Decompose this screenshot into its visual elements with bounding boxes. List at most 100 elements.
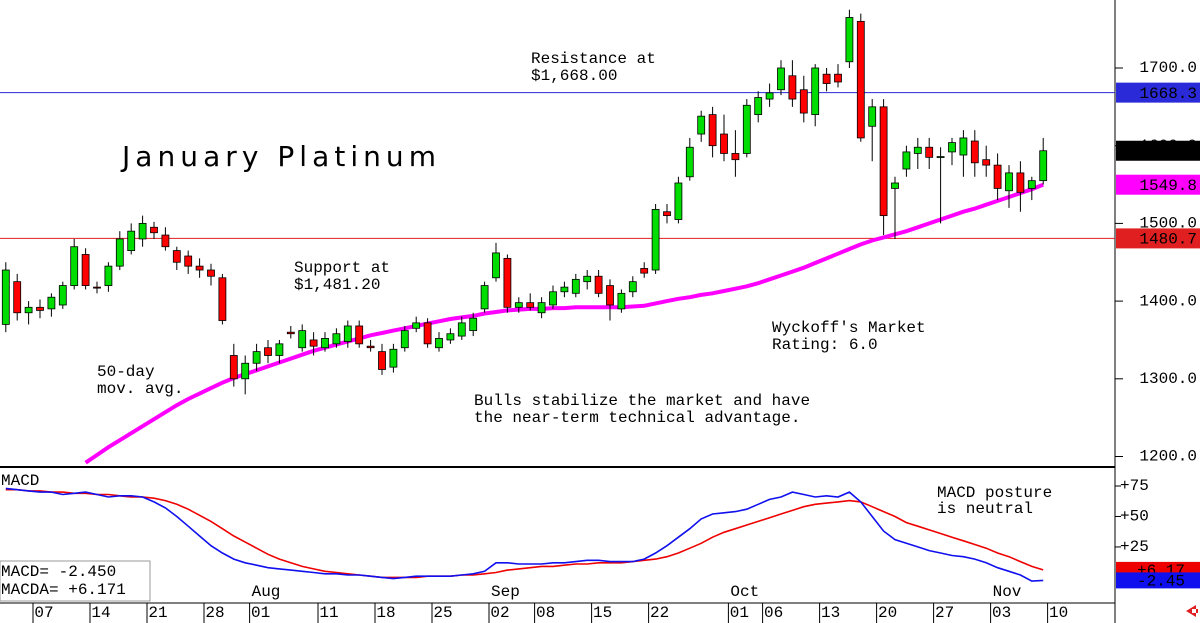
candle-body — [1016, 172, 1025, 193]
level-note: Support at — [294, 259, 390, 277]
candle-body — [184, 255, 193, 267]
value-box — [1116, 572, 1200, 589]
candle-body — [754, 97, 763, 116]
candle-body — [503, 257, 512, 308]
annotation: MACD posture — [937, 484, 1052, 502]
candle-body — [765, 92, 774, 100]
candle-body — [925, 146, 934, 158]
x-tick-label: 08 — [536, 604, 555, 622]
value-box-label: 1668.3 — [1139, 85, 1197, 103]
x-tick-label: 06 — [764, 604, 783, 622]
x-tick-label: 14 — [91, 604, 110, 622]
candle-body — [469, 317, 478, 332]
candle-body — [617, 292, 626, 310]
candle-body — [697, 115, 706, 135]
candle-body — [378, 351, 386, 370]
candle-body — [788, 75, 797, 100]
candle-body — [560, 286, 569, 293]
x-tick-label: 13 — [821, 604, 840, 622]
y-tick-label: 1300.0 — [1139, 370, 1197, 388]
candle-body — [970, 140, 979, 164]
x-tick-label: 01 — [730, 604, 749, 622]
candle-body — [218, 277, 227, 321]
candle-body — [834, 73, 842, 83]
candle-body — [902, 151, 911, 170]
candle-body — [948, 142, 956, 153]
candle-body — [161, 234, 170, 248]
candle-body — [172, 250, 181, 263]
candle-body — [343, 325, 352, 342]
value-box-label: 1480.7 — [1139, 231, 1197, 249]
candle-body — [355, 325, 364, 345]
candle-body — [1027, 180, 1036, 189]
x-tick-label: 11 — [319, 604, 338, 622]
candle-body — [366, 345, 375, 349]
annotation: Rating: 6.0 — [772, 336, 878, 354]
annotation: is neutral — [937, 500, 1033, 518]
moving-average-label: mov. avg. — [97, 380, 183, 398]
x-tick-label: 03 — [992, 604, 1011, 622]
macd-line — [5, 487, 1044, 582]
scroll-arrow[interactable] — [1186, 605, 1198, 617]
candle-body — [229, 355, 238, 380]
candle-body — [879, 106, 888, 217]
candle-body — [628, 281, 637, 293]
candle-body — [58, 285, 67, 306]
level-note: $1,481.20 — [294, 276, 380, 294]
x-tick-label: 01 — [251, 604, 270, 622]
candle-body — [685, 146, 694, 178]
y-tick-label: 1200.0 — [1139, 448, 1197, 466]
x-tick-label: 18 — [376, 604, 395, 622]
candle-body — [47, 296, 56, 310]
candle-body — [138, 222, 147, 240]
candle-body — [1039, 150, 1048, 182]
candle-body — [389, 348, 398, 368]
candle-body — [640, 268, 649, 274]
candle-body — [13, 281, 22, 314]
candle-body — [514, 302, 523, 308]
value-box — [1116, 228, 1200, 249]
value-box — [1116, 140, 1200, 161]
readout: MACD= -2.450 — [1, 563, 116, 581]
candle-body — [526, 302, 535, 308]
readout-box — [0, 560, 151, 602]
candle-body — [446, 333, 455, 341]
month-label: Sep — [491, 583, 520, 601]
candle-body — [492, 252, 500, 279]
candle-body — [309, 339, 318, 347]
month-label: Oct — [730, 583, 759, 601]
candle-body — [651, 209, 660, 271]
y-tick-label: +75 — [1120, 477, 1149, 495]
candle-body — [115, 238, 124, 267]
value-box — [1116, 82, 1200, 103]
x-tick-label: 21 — [148, 604, 167, 622]
candle-body — [583, 275, 592, 283]
candle-body — [321, 338, 329, 349]
y-tick-label: 1400.0 — [1139, 292, 1197, 310]
month-label: Nov — [993, 583, 1022, 601]
candle-body — [799, 89, 808, 114]
candle-body — [70, 246, 79, 286]
candle-body — [332, 333, 341, 345]
candle-body — [241, 362, 250, 380]
candle-body — [24, 306, 33, 314]
candle-body — [252, 351, 261, 364]
x-tick-label: 10 — [1049, 604, 1068, 622]
moving-average-label: 50-day — [97, 363, 155, 381]
candle-body — [423, 322, 432, 345]
x-tick-label: 07 — [34, 604, 53, 622]
macd-line — [5, 488, 1044, 579]
candle-body — [127, 230, 136, 251]
month-label: Aug — [252, 583, 281, 601]
candle-body — [480, 285, 489, 310]
candle-body — [400, 330, 409, 349]
candle-body — [1005, 172, 1013, 192]
chart-title: January Platinum — [120, 140, 436, 173]
annotation: the near-term technical advantage. — [474, 409, 800, 427]
y-tick-label: +50 — [1120, 508, 1149, 526]
candle-body — [606, 285, 614, 306]
candle-body — [264, 347, 272, 356]
candle-body — [868, 106, 877, 127]
